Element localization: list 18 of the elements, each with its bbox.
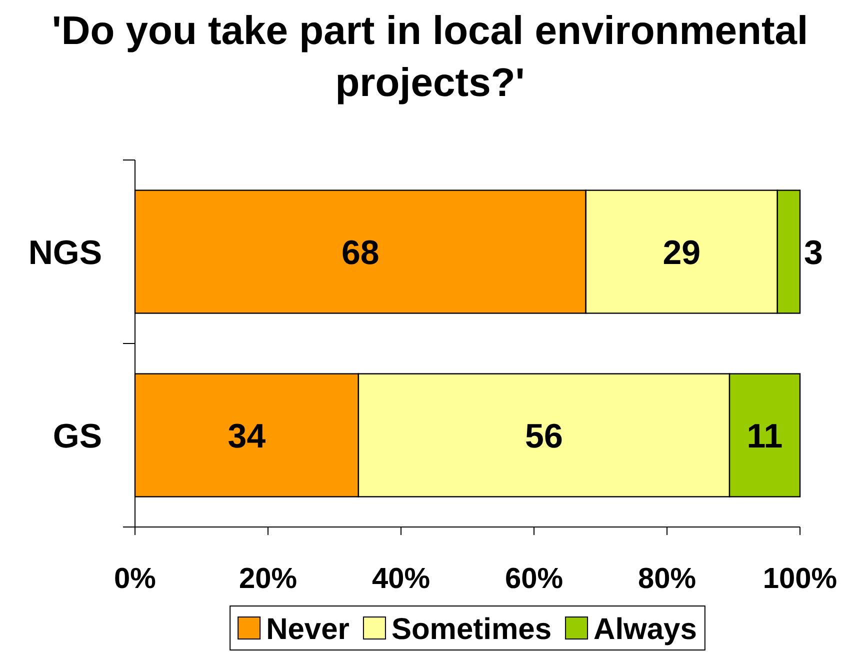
legend-label: Always <box>594 612 697 646</box>
data-label: 11 <box>746 417 783 456</box>
legend-label: Sometimes <box>391 612 552 646</box>
x-tick-label: 20% <box>238 563 298 595</box>
data-label: 68 <box>342 234 380 272</box>
data-label: 56 <box>525 417 563 456</box>
x-tick-label: 100% <box>762 563 838 595</box>
data-label: 34 <box>228 417 266 456</box>
x-tick-label: 80% <box>638 563 696 595</box>
data-label: 3 <box>804 234 823 272</box>
x-tick-label: 60% <box>504 563 564 595</box>
y-tick-label: GS <box>52 417 102 456</box>
data-label: 29 <box>662 234 701 272</box>
x-tick-label: 0% <box>114 563 156 595</box>
y-tick-label: NGS <box>28 234 102 272</box>
chart-title: 'Do you take part in local environmental projects?' <box>52 9 808 105</box>
legend-label: Never <box>266 612 350 646</box>
x-tick-label: 40% <box>372 563 430 595</box>
